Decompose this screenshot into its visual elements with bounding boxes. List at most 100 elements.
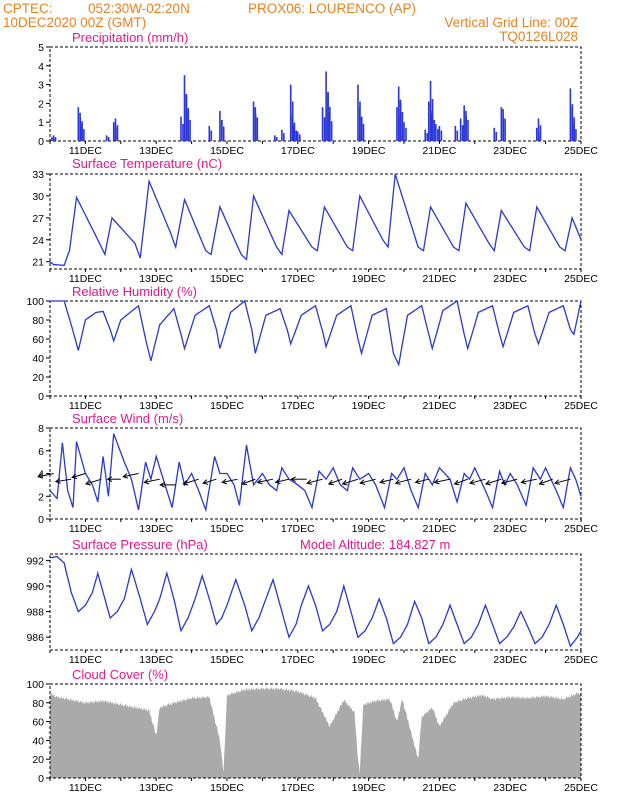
precip-bar: [330, 121, 333, 141]
wind-arrowhead: [256, 478, 263, 485]
panel-frame: [49, 683, 582, 779]
precip-bar: [289, 84, 292, 141]
wind-arrowhead: [379, 478, 386, 485]
precip-bar: [114, 118, 117, 141]
precip-bar: [504, 118, 506, 141]
wind-arrowhead: [520, 478, 527, 485]
cloud-area: [50, 687, 581, 778]
precip-bar: [220, 120, 223, 141]
wind-vector: [144, 478, 160, 483]
y-tick-label: 33: [32, 169, 44, 181]
y-tick-label: 60: [32, 334, 44, 346]
wind-arrowhead: [433, 478, 440, 485]
wind-vector: [454, 478, 468, 485]
panel-title: Surface Pressure (hPa): [72, 537, 208, 552]
precip-bar: [495, 131, 498, 141]
x-tick-label: 25DEC: [564, 523, 598, 535]
precip-bar: [328, 112, 331, 141]
wind-vector: [85, 478, 102, 485]
y-tick-label: 2: [38, 98, 44, 110]
wind-arrowhead: [54, 478, 61, 484]
x-tick-label: 13DEC: [139, 654, 173, 666]
precip-bar: [180, 116, 182, 141]
wind-arrowhead: [500, 479, 507, 485]
x-tick-label: 21DEC: [422, 145, 456, 157]
panel-title: Precipitation (mm/h): [72, 30, 188, 45]
wind-vector: [183, 478, 199, 485]
precip-bar: [222, 126, 225, 141]
y-tick-label: 40: [32, 353, 44, 365]
precip-bar: [52, 135, 55, 141]
precip-bar: [435, 124, 437, 141]
precip-bar: [403, 122, 405, 141]
precip-bar: [573, 124, 575, 141]
x-tick-label: 19DEC: [352, 654, 386, 666]
x-tick-label: 25DEC: [564, 273, 598, 285]
precip-bar: [575, 129, 577, 141]
x-tick-label: 23DEC: [493, 273, 527, 285]
precip-bar: [219, 110, 221, 141]
wind-arrowhead: [159, 482, 165, 488]
x-tick-label: 25DEC: [564, 145, 598, 157]
y-tick-label: 40: [32, 735, 44, 747]
wind-vector: [328, 478, 343, 485]
panel-title: Surface Wind (m/s): [72, 411, 183, 426]
x-tick-label: 19DEC: [352, 523, 386, 535]
panel-frame: [49, 300, 582, 397]
wind-arrowhead: [182, 480, 189, 486]
x-tick-label: 11DEC: [69, 400, 102, 412]
precip-bar: [291, 114, 294, 141]
y-tick-label: 0: [38, 391, 44, 403]
y-tick-label: 1: [38, 117, 44, 129]
wind-arrowhead: [106, 476, 113, 483]
x-tick-label: 15DEC: [210, 145, 244, 157]
x-tick-label: 15DEC: [210, 273, 244, 285]
precip-bar: [537, 118, 540, 141]
wind-vector: [55, 478, 72, 483]
x-tick-label: 21DEC: [422, 782, 456, 794]
panel-5: Cloud Cover (%) 0 20 40 60 80 100 11DEC 13DEC 15D…: [26, 667, 598, 794]
x-tick-label: 11DEC: [69, 782, 102, 794]
precip-bar: [429, 80, 432, 141]
panel-frame: [49, 553, 582, 651]
wind-vector: [415, 478, 429, 483]
precip-bar: [187, 110, 189, 141]
precip-bar: [281, 129, 283, 141]
y-tick-label: 80: [32, 315, 44, 327]
wind-arrowhead: [327, 479, 334, 486]
precip-bar: [321, 107, 324, 141]
x-tick-label: 19DEC: [352, 145, 386, 157]
wind-vector: [501, 478, 518, 484]
wind-vector: [539, 478, 553, 485]
header-location: PROX06: LOURENCO (AP): [248, 1, 416, 16]
wind-arrowhead: [538, 479, 545, 486]
precip-bar: [210, 130, 213, 141]
wind-arrowhead: [484, 480, 491, 486]
y-tick-label: 20: [32, 372, 44, 384]
precip-bar: [112, 122, 115, 141]
x-tick-label: 21DEC: [422, 523, 456, 535]
wind-arrowhead: [122, 473, 129, 479]
precip-bar: [571, 107, 573, 141]
x-tick-label: 19DEC: [352, 782, 386, 794]
y-tick-label: 2: [38, 491, 44, 503]
series-line: [49, 555, 582, 648]
precip-bar: [539, 125, 542, 141]
x-tick-label: 11DEC: [69, 145, 102, 157]
wind-arrowhead: [553, 479, 560, 485]
x-tick-label: 17DEC: [281, 400, 315, 412]
precip-bar: [283, 133, 285, 141]
wind-arrowhead: [394, 479, 401, 485]
wind-arrowhead: [414, 478, 421, 485]
y-tick-label: 21: [32, 257, 44, 269]
x-tick-label: 17DEC: [281, 273, 315, 285]
wind-arrowhead: [306, 479, 313, 485]
precip-bar: [396, 107, 398, 141]
precip-bar: [437, 129, 439, 141]
series-line: [50, 299, 582, 367]
precip-bar: [50, 137, 53, 141]
precip-bar: [454, 125, 457, 141]
y-tick-label: 0: [38, 514, 44, 526]
wind-vector: [521, 478, 537, 483]
